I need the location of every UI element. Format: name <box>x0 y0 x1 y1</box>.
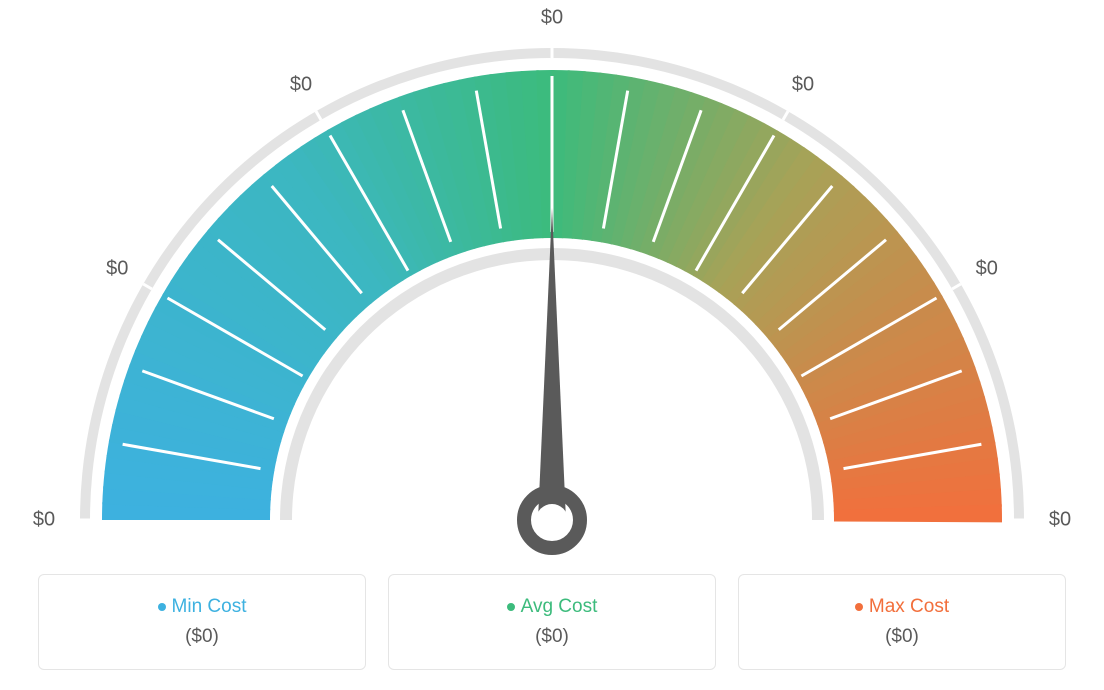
legend-title-max: Max Cost <box>855 596 949 618</box>
gauge-scale-label: $0 <box>106 258 128 281</box>
legend-label-avg: Avg Cost <box>521 596 598 618</box>
legend-row: Min Cost ($0) Avg Cost ($0) Max Cost ($0… <box>38 574 1066 670</box>
legend-dot-avg <box>507 603 515 611</box>
gauge-scale-label: $0 <box>792 74 814 97</box>
legend-card-avg: Avg Cost ($0) <box>388 574 716 670</box>
gauge-scale-label: $0 <box>33 509 55 532</box>
legend-title-avg: Avg Cost <box>507 596 598 618</box>
legend-title-min: Min Cost <box>158 596 247 618</box>
gauge-svg <box>0 0 1104 560</box>
legend-label-min: Min Cost <box>172 596 247 618</box>
gauge-scale-label: $0 <box>541 7 563 30</box>
gauge-area: $0 $0 $0 $0 $0 $0 $0 <box>0 0 1104 560</box>
legend-value-avg: ($0) <box>535 626 569 648</box>
gauge-scale-label: $0 <box>976 258 998 281</box>
legend-value-min: ($0) <box>185 626 219 648</box>
legend-value-max: ($0) <box>885 626 919 648</box>
legend-dot-min <box>158 603 166 611</box>
legend-card-min: Min Cost ($0) <box>38 574 366 670</box>
gauge-scale-label: $0 <box>1049 509 1071 532</box>
legend-label-max: Max Cost <box>869 596 949 618</box>
legend-dot-max <box>855 603 863 611</box>
legend-card-max: Max Cost ($0) <box>738 574 1066 670</box>
cost-gauge-chart: $0 $0 $0 $0 $0 $0 $0 Min Cost ($0) Avg Cost ($… <box>0 0 1104 690</box>
gauge-scale-label: $0 <box>290 74 312 97</box>
